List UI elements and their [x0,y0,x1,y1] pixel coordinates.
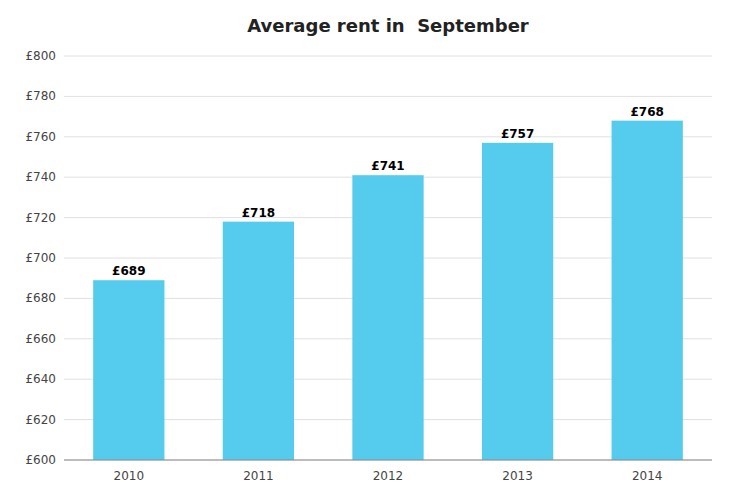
x-tick-label: 2013 [502,469,533,483]
bars [93,121,683,460]
y-tick-label: £800 [25,49,56,63]
data-label: £718 [242,206,275,220]
y-tick-label: £720 [25,211,56,225]
y-tick-label: £620 [25,413,56,427]
bar [482,143,553,460]
grid-line [64,56,712,57]
bar [223,222,294,460]
x-tick-label: 2011 [243,469,274,483]
x-axis: 2010 2011 2012 2013 2014 [114,469,663,483]
data-labels: £689 £718 £741 £757 £768 [112,105,664,279]
chart-container: Average rent in September £600 £620 £640 £66… [0,0,736,504]
y-tick-label: £600 [25,453,56,467]
y-tick-label: £700 [25,251,56,265]
x-tick-label: 2014 [632,469,663,483]
y-tick-label: £760 [25,130,56,144]
y-tick-label: £740 [25,170,56,184]
data-label: £689 [112,264,145,278]
title: Average rent in September [247,15,529,36]
data-label: £741 [371,159,404,173]
y-tick-label: £780 [25,89,56,103]
x-tick-label: 2012 [373,469,404,483]
data-label: £757 [501,127,534,141]
grid-line [64,96,712,97]
bar [93,280,164,460]
y-tick-label: £640 [25,372,56,386]
data-label: £768 [630,105,663,119]
y-axis: £600 £620 £640 £660 £680 £700 £720 £740 £760 £780… [25,49,712,467]
y-tick-label: £660 [25,332,56,346]
grid-line [64,460,712,461]
x-axis-line [64,460,712,461]
chart: Average rent in September £600 £620 £640 £66… [0,0,736,504]
x-tick-label: 2010 [114,469,145,483]
bar [612,121,683,460]
bar [352,175,423,460]
y-tick-label: £680 [25,291,56,305]
